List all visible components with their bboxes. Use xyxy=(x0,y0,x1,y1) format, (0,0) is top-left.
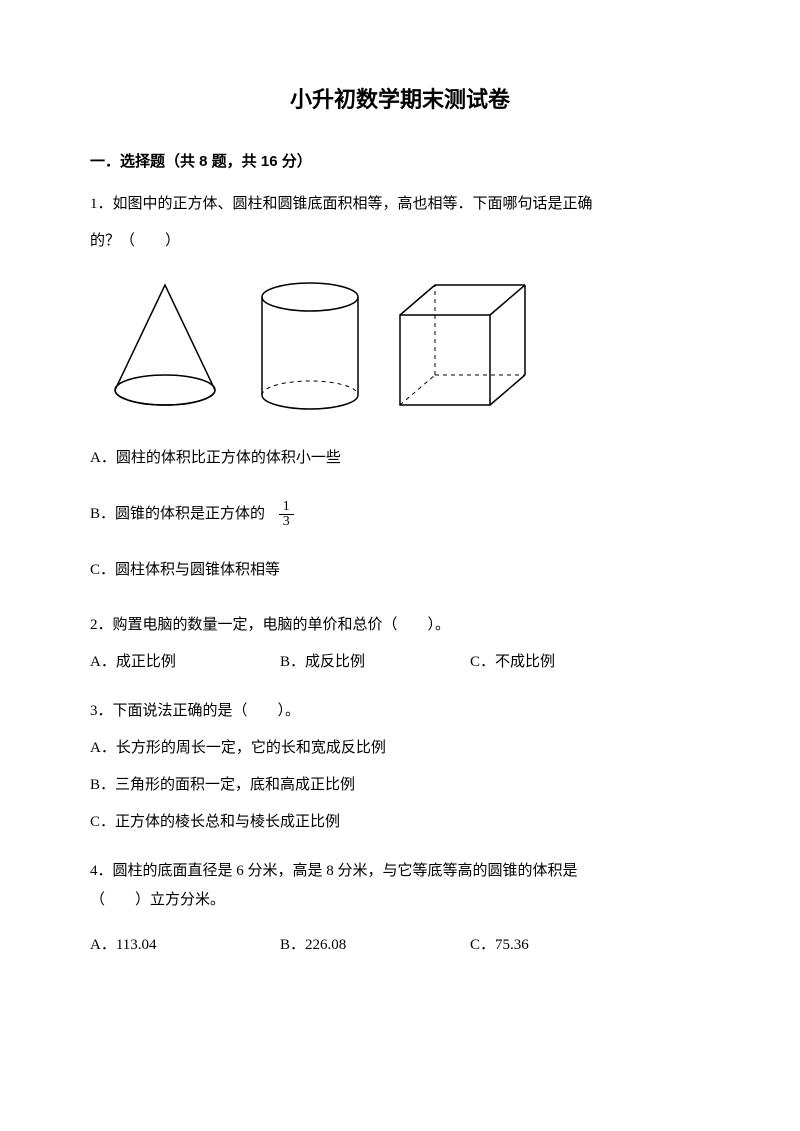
q1-option-b-text: B．圆锥的体积是正方体的 xyxy=(90,506,265,522)
question-4-line1: 4．圆柱的底面直径是 6 分米，高是 8 分米，与它等底等高的圆锥的体积是 xyxy=(90,858,710,885)
page-title: 小升初数学期末测试卷 xyxy=(90,80,710,120)
question-3: 3．下面说法正确的是（ ）。 A．长方形的周长一定，它的长和宽成反比例 B．三角… xyxy=(90,698,710,836)
q3-option-c: C．正方体的棱长总和与棱长成正比例 xyxy=(90,809,710,836)
question-1-line1: 1．如图中的正方体、圆柱和圆锥底面积相等，高也相等．下面哪句话是正确 xyxy=(90,191,710,218)
q2-options: A．成正比例 B．成反比例 C．不成比例 xyxy=(90,649,710,676)
question-1-line2: 的？（ ） xyxy=(90,228,710,255)
q2-option-a: A．成正比例 xyxy=(90,649,280,676)
q4-option-b: B．226.08 xyxy=(280,932,470,959)
q1-option-b: B．圆锥的体积是正方体的 1 3 xyxy=(90,500,710,529)
q4-option-a: A．113.04 xyxy=(90,932,280,959)
fraction-denominator: 3 xyxy=(279,515,294,529)
section-header: 一．选择题（共 8 题，共 16 分） xyxy=(90,148,710,175)
q2-option-b: B．成反比例 xyxy=(280,649,470,676)
cube-icon xyxy=(390,275,540,415)
question-2: 2．购置电脑的数量一定，电脑的单价和总价（ ）。 A．成正比例 B．成反比例 C… xyxy=(90,612,710,676)
q4-options: A．113.04 B．226.08 C．75.36 xyxy=(90,932,710,959)
fraction-numerator: 1 xyxy=(279,500,294,515)
q1-option-c: C．圆柱体积与圆锥体积相等 xyxy=(90,557,710,584)
shapes-figure xyxy=(100,275,710,415)
question-3-text: 3．下面说法正确的是（ ）。 xyxy=(90,698,710,725)
q3-option-a: A．长方形的周长一定，它的长和宽成反比例 xyxy=(90,735,710,762)
cylinder-icon xyxy=(250,275,370,415)
question-4-line2: （ ）立方分米。 xyxy=(90,887,710,914)
q3-option-b: B．三角形的面积一定，底和高成正比例 xyxy=(90,772,710,799)
fraction-icon: 1 3 xyxy=(279,500,294,529)
question-1: 1．如图中的正方体、圆柱和圆锥底面积相等，高也相等．下面哪句话是正确 的？（ ） xyxy=(90,191,710,584)
cone-icon xyxy=(100,275,230,415)
q4-option-c: C．75.36 xyxy=(470,932,620,959)
question-2-text: 2．购置电脑的数量一定，电脑的单价和总价（ ）。 xyxy=(90,612,710,639)
q1-option-a: A．圆柱的体积比正方体的体积小一些 xyxy=(90,445,710,472)
q2-option-c: C．不成比例 xyxy=(470,649,620,676)
question-4: 4．圆柱的底面直径是 6 分米，高是 8 分米，与它等底等高的圆锥的体积是 （ … xyxy=(90,858,710,959)
